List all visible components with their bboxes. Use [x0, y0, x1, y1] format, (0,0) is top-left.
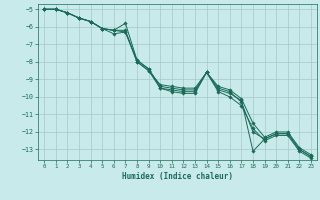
X-axis label: Humidex (Indice chaleur): Humidex (Indice chaleur): [122, 172, 233, 181]
